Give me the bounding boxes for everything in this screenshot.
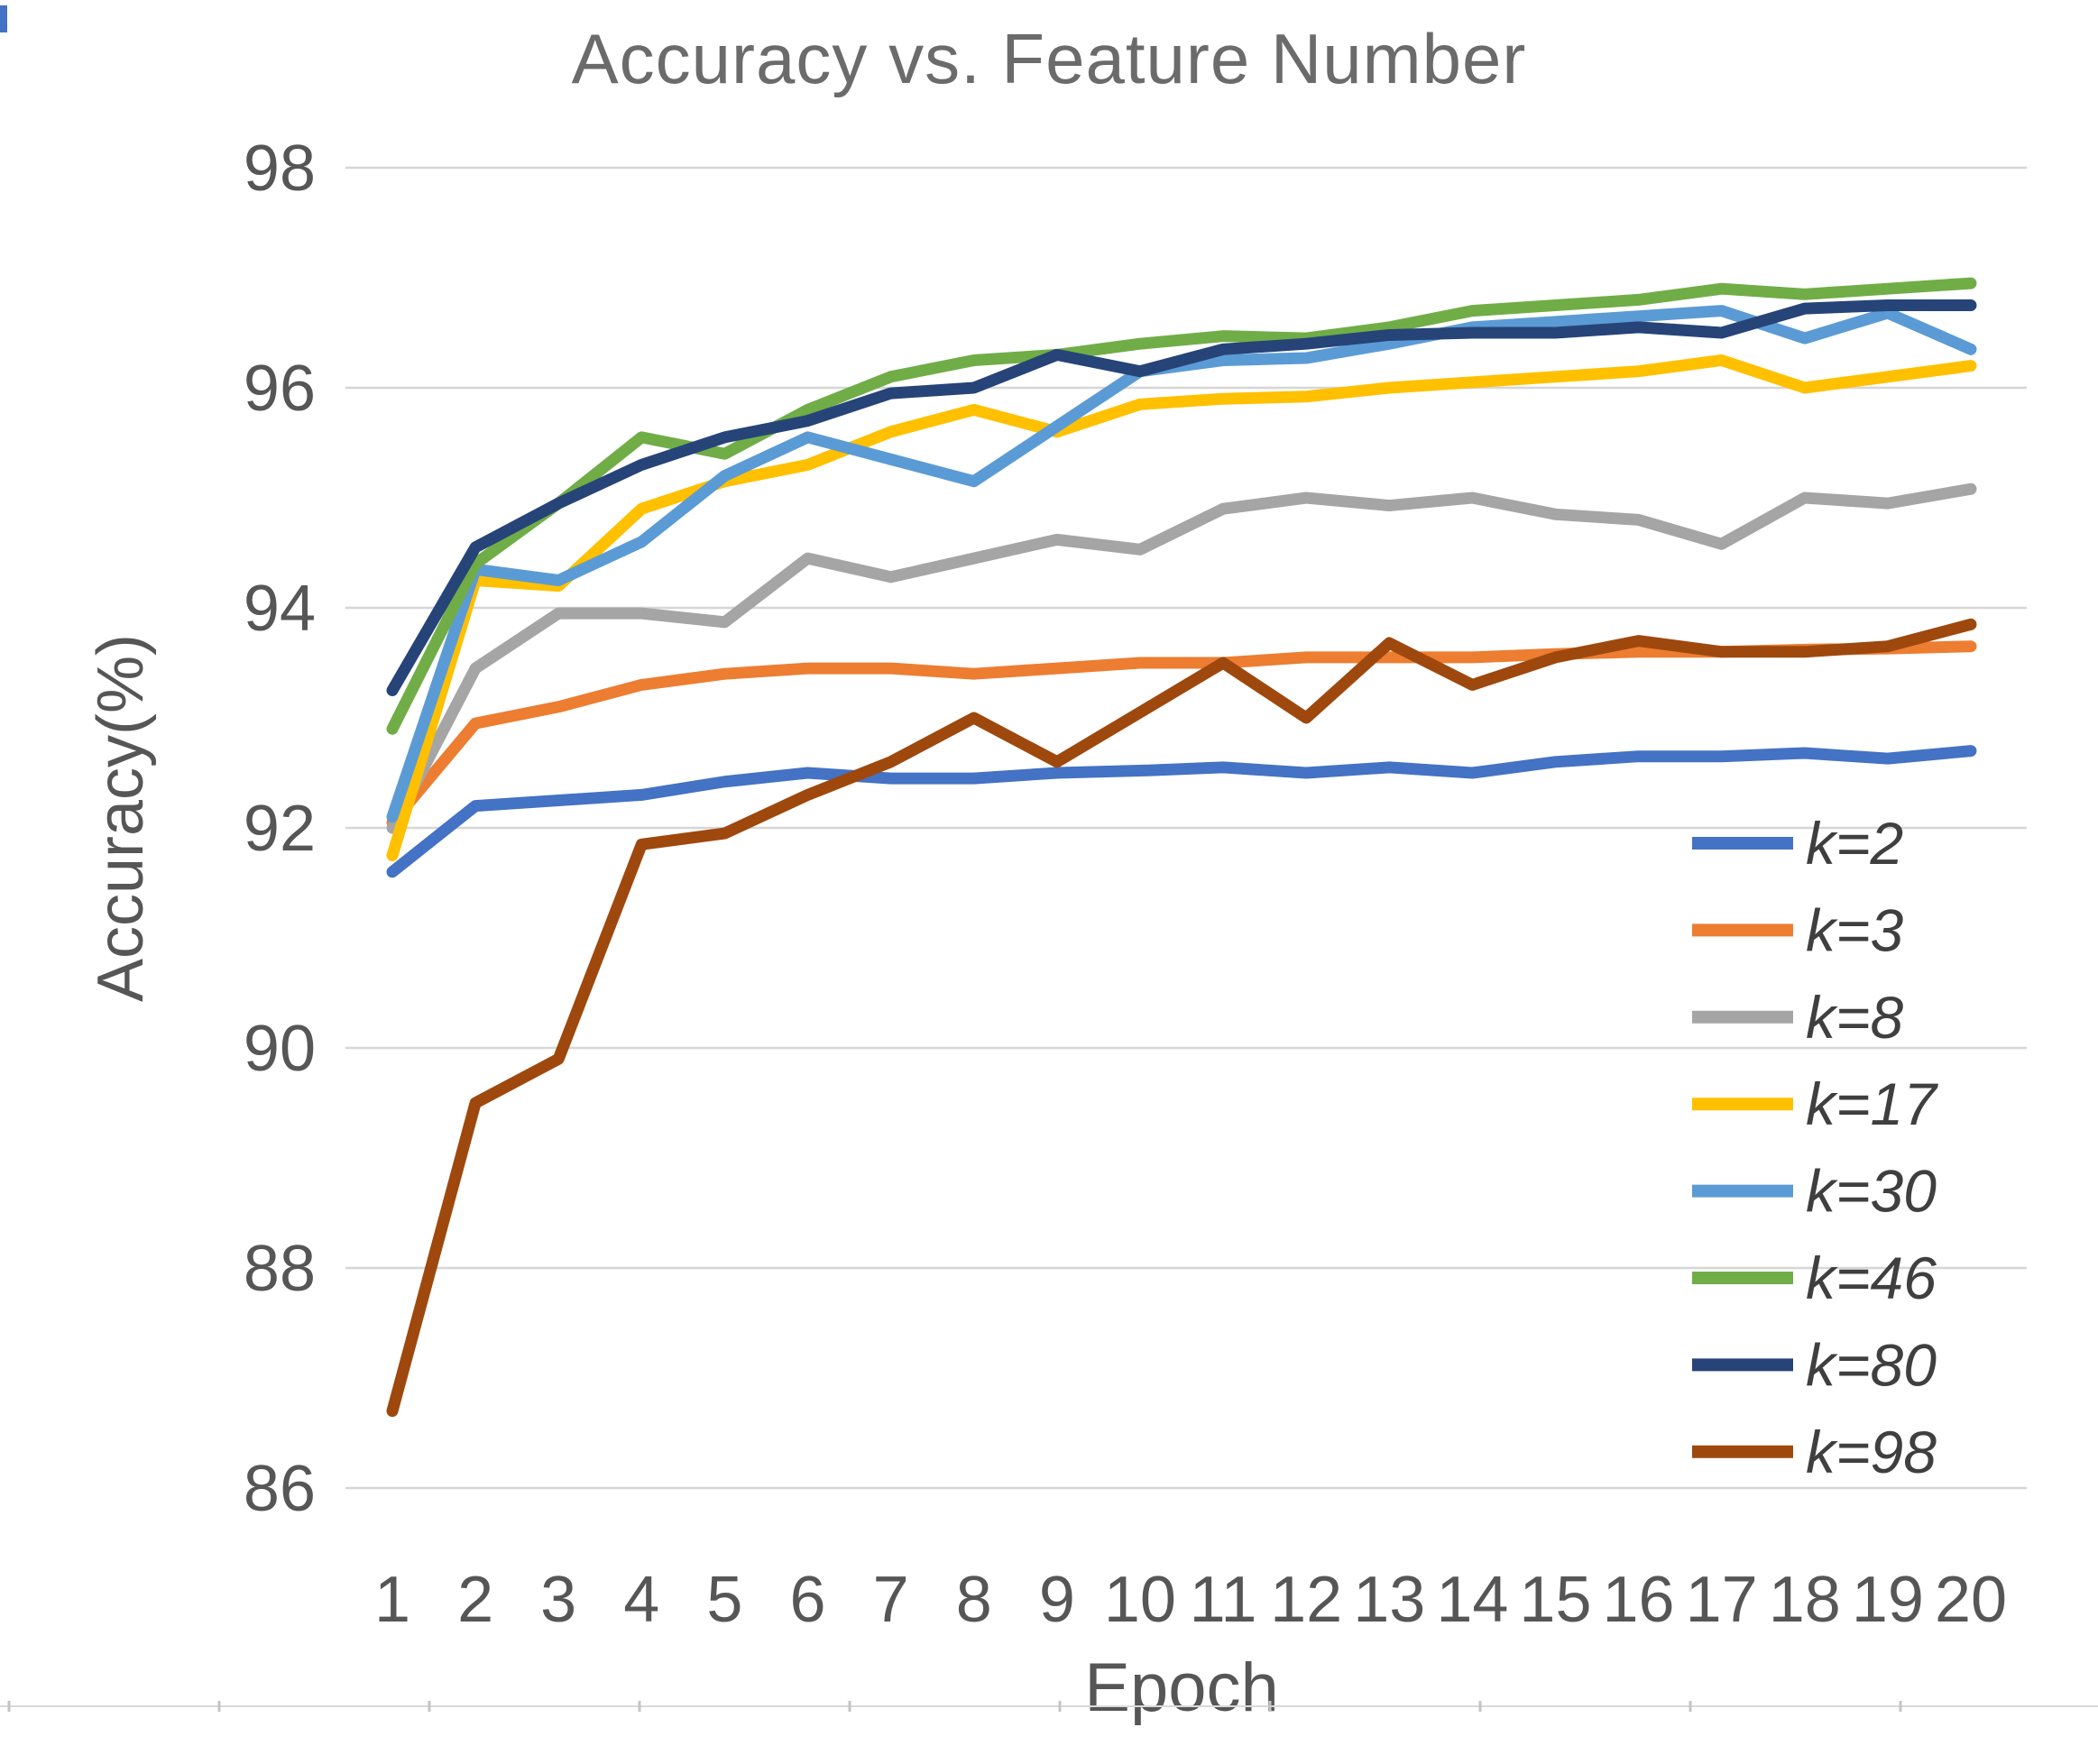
- x-tick-label: 18: [1769, 1564, 1841, 1636]
- x-tick-label: 19: [1852, 1564, 1924, 1636]
- series-line-k-80: [386, 299, 1977, 696]
- x-tick-label: 12: [1270, 1564, 1342, 1636]
- x-tick-label: 10: [1104, 1564, 1176, 1636]
- series-line-k-98: [386, 618, 1977, 1418]
- legend-label-k-8: k=8: [1806, 984, 1904, 1051]
- x-tick-label: 4: [623, 1564, 659, 1636]
- legend-label-k-98: k=98: [1806, 1419, 1937, 1485]
- legend-label-k-46: k=46: [1806, 1245, 1937, 1311]
- x-tick-label: 13: [1353, 1564, 1425, 1636]
- x-tick-label: 14: [1436, 1564, 1508, 1636]
- x-tick-label: 20: [1935, 1564, 2007, 1636]
- x-tick-label: 11: [1190, 1564, 1257, 1636]
- y-tick-label: 94: [244, 573, 316, 645]
- x-tick-label: 2: [457, 1564, 493, 1636]
- y-tick-label: 90: [244, 1013, 316, 1085]
- x-axis-title: Epoch: [1084, 1649, 1279, 1726]
- y-tick-label: 88: [244, 1233, 316, 1305]
- chart-title: Accuracy vs. Feature Number: [571, 19, 1527, 98]
- series-line-k-2: [386, 745, 1977, 878]
- y-tick-label: 98: [244, 133, 316, 205]
- selection-artifact: [0, 5, 7, 32]
- x-tick-label: 1: [374, 1564, 410, 1636]
- x-tick-label: 15: [1519, 1564, 1591, 1636]
- y-tick-label: 96: [244, 353, 316, 425]
- series-line-k-8: [386, 482, 1977, 834]
- legend-label-k-30: k=30: [1806, 1158, 1937, 1225]
- series-line-k-17: [386, 354, 1977, 861]
- x-tick-label: 7: [873, 1564, 909, 1636]
- y-tick-label: 86: [244, 1453, 316, 1525]
- series-line-k-46: [386, 277, 1977, 735]
- x-tick-label: 16: [1603, 1564, 1675, 1636]
- x-tick-label: 3: [540, 1564, 576, 1636]
- x-tick-label: 6: [790, 1564, 826, 1636]
- x-tick-label: 17: [1686, 1564, 1758, 1636]
- x-tick-label: 9: [1039, 1564, 1075, 1636]
- legend-label-k-80: k=80: [1806, 1331, 1937, 1398]
- x-tick-label: 8: [956, 1564, 992, 1636]
- y-tick-label: 92: [244, 793, 316, 865]
- x-tick-label: 5: [706, 1564, 742, 1636]
- legend-label-k-3: k=3: [1806, 896, 1904, 963]
- legend-label-k-17: k=17: [1806, 1070, 1938, 1137]
- legend-label-k-2: k=2: [1806, 810, 1903, 877]
